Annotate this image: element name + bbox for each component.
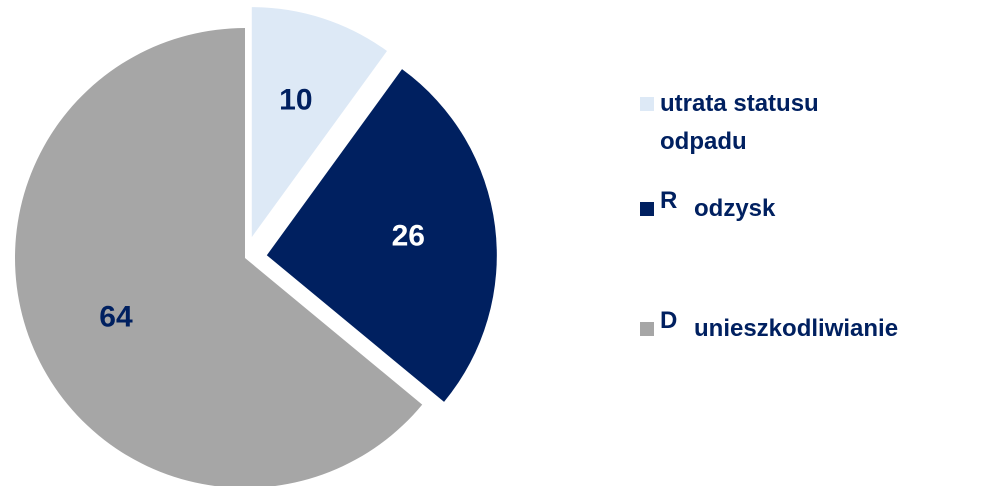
data-label: 10 bbox=[279, 83, 312, 116]
data-label: 64 bbox=[99, 301, 133, 334]
legend-entry: utrata statusu odpadu bbox=[640, 85, 900, 161]
legend-label: utrata statusu odpadu bbox=[660, 90, 819, 155]
legend-code: D bbox=[660, 307, 678, 334]
pie-slice bbox=[15, 28, 423, 486]
legend-swatch bbox=[640, 322, 654, 336]
legend-label: odzysk bbox=[694, 195, 776, 222]
data-label: 26 bbox=[392, 219, 425, 252]
pie-slice bbox=[251, 7, 387, 238]
legend-code: R bbox=[660, 187, 678, 214]
pie-slice bbox=[266, 69, 497, 402]
legend-label: unieszkodliwianie bbox=[694, 315, 899, 342]
legend-swatch bbox=[640, 97, 654, 111]
legend-swatch bbox=[640, 202, 654, 216]
